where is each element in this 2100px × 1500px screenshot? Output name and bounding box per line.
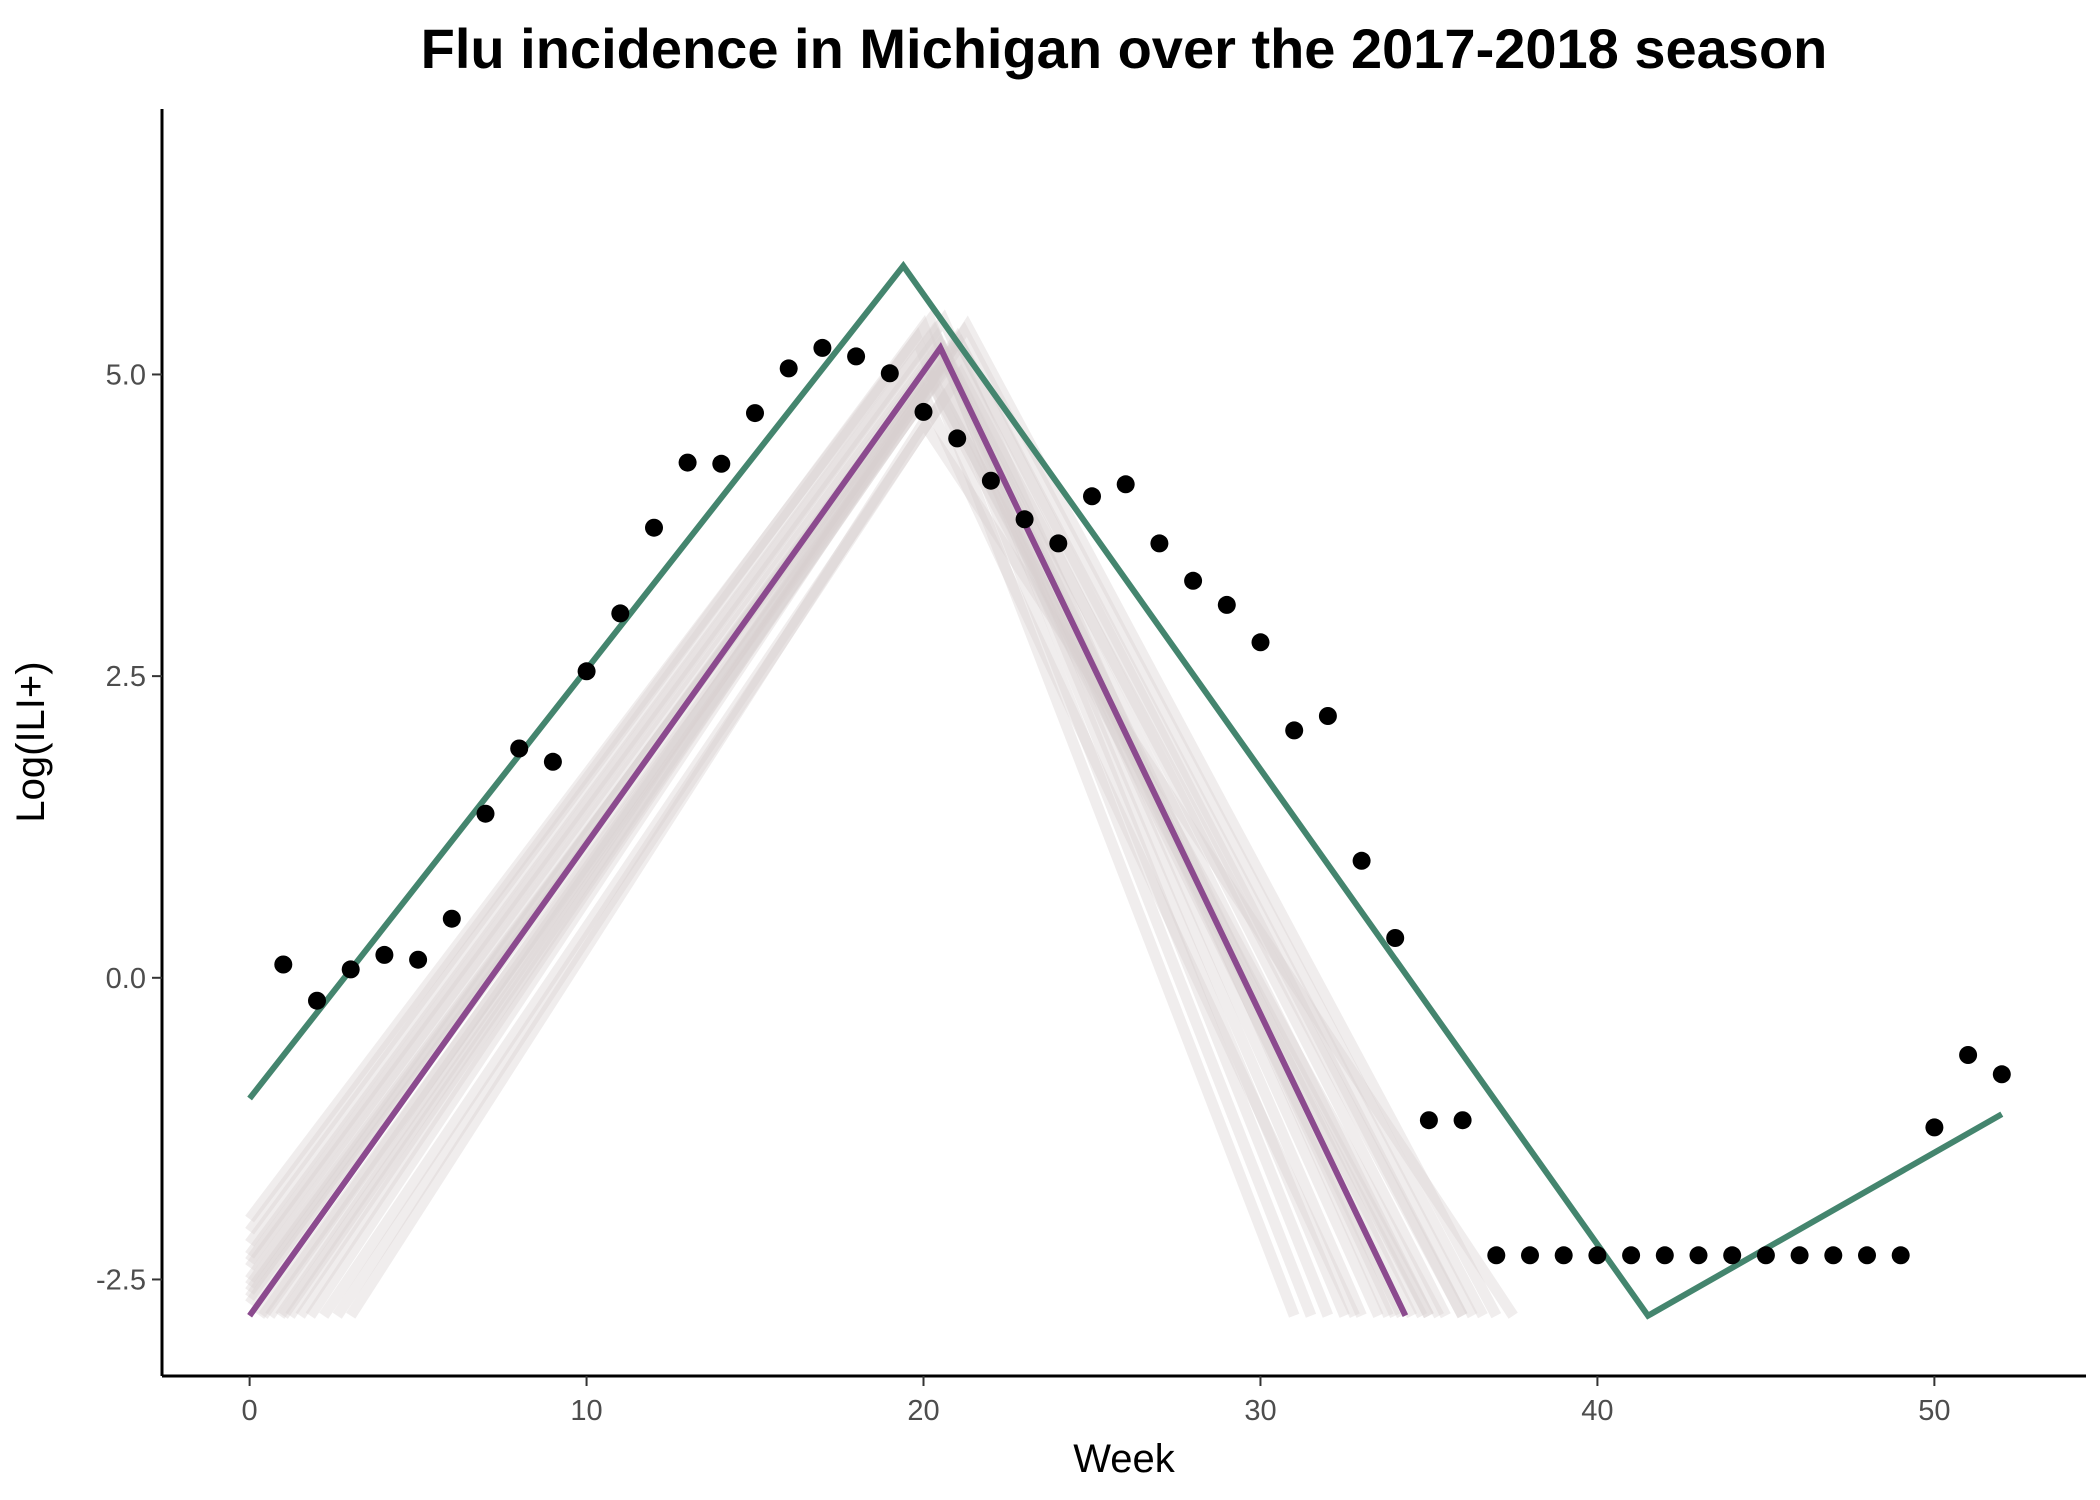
x-tick-label: 30 <box>1244 1395 1276 1427</box>
observed-point <box>914 402 933 421</box>
posterior-draw-line <box>319 363 1468 1319</box>
x-axis-title: Week <box>1073 1437 1176 1481</box>
posterior-draw-line <box>245 327 1367 1318</box>
observed-point <box>1083 487 1101 506</box>
observed-point <box>1554 1246 1573 1265</box>
x-tick-label: 40 <box>1581 1395 1613 1427</box>
observed-point <box>1285 721 1304 740</box>
observed-point <box>1959 1046 1978 1064</box>
observed-point <box>813 338 832 357</box>
observed-point <box>981 471 1000 490</box>
observed-point <box>746 404 764 423</box>
observed-point <box>409 950 428 969</box>
observed-point <box>1790 1246 1809 1265</box>
observed-point <box>442 909 461 928</box>
observed-point <box>1352 851 1371 870</box>
x-ticks: 0 10 20 30 40 50 <box>242 1376 1951 1427</box>
posterior-draw-line <box>245 314 1317 1318</box>
observed-point <box>1858 1246 1876 1265</box>
observed-point <box>1521 1246 1539 1265</box>
x-tick-label: 20 <box>907 1395 939 1427</box>
observed-point <box>712 454 731 473</box>
y-tick-label: 2.5 <box>106 661 146 693</box>
observed-point <box>1251 633 1270 652</box>
observed-point <box>543 752 562 771</box>
posterior-draw-line <box>278 363 1407 1319</box>
observed-point <box>1453 1111 1472 1130</box>
observed-point <box>577 662 596 681</box>
observed-point <box>308 991 326 1010</box>
observed-point <box>1015 510 1034 529</box>
posterior-draws <box>245 308 1518 1319</box>
observed-point <box>611 604 630 623</box>
observed-point <box>1150 534 1169 553</box>
observed-point <box>678 453 697 472</box>
observed-point <box>375 945 394 964</box>
observed-point <box>341 960 360 979</box>
observed-point <box>510 739 529 758</box>
posterior-draw-line <box>332 387 1434 1319</box>
observed-point <box>1217 595 1236 614</box>
observed-point <box>1318 707 1337 725</box>
posterior-draw-line <box>346 412 1518 1319</box>
y-tick-label: -2.5 <box>96 1264 146 1296</box>
observed-point <box>779 359 798 378</box>
observed-point <box>1891 1246 1910 1265</box>
x-tick-label: 10 <box>570 1395 602 1427</box>
chart-title: Flu incidence in Michigan over the 2017-… <box>421 17 1828 80</box>
observed-point <box>476 804 495 823</box>
y-ticks: -2.5 0.0 2.5 5.0 <box>96 359 162 1296</box>
observed-point <box>847 347 866 366</box>
observed-point <box>1049 534 1068 553</box>
observed-point <box>1824 1246 1843 1265</box>
posterior-draw-line <box>245 321 1350 1318</box>
observed-point <box>274 955 293 974</box>
y-axis-title: Log(ILI+) <box>9 661 53 822</box>
fit-line-green <box>247 260 2004 1320</box>
y-tick-label: 0.0 <box>106 963 146 995</box>
observed-point <box>1925 1118 1944 1137</box>
fit-line-purple <box>247 342 1409 1318</box>
posterior-draw-line <box>305 315 1502 1319</box>
posterior-draw-line <box>265 339 1451 1319</box>
observed-point <box>1655 1246 1674 1265</box>
observed-point <box>1622 1246 1641 1265</box>
observed-point <box>1116 475 1135 494</box>
y-tick-label: 5.0 <box>106 359 146 391</box>
observed-point <box>1588 1246 1607 1265</box>
posterior-draw-line <box>245 308 1334 1318</box>
x-tick-label: 0 <box>242 1395 258 1427</box>
observed-point <box>1184 571 1203 590</box>
observed-point <box>1487 1246 1506 1265</box>
observed-point <box>1723 1246 1742 1265</box>
x-tick-label: 50 <box>1918 1395 1950 1427</box>
observed-point <box>880 364 899 383</box>
fit-lines <box>247 260 2004 1320</box>
observed-point <box>948 429 967 448</box>
observed-point <box>645 518 663 537</box>
posterior-draw-line <box>295 321 1488 1319</box>
observed-point <box>1386 929 1405 947</box>
observed-point <box>1689 1246 1708 1265</box>
observed-point <box>1992 1065 2011 1084</box>
observed-point <box>1419 1111 1438 1130</box>
posterior-draw-line <box>245 375 1360 1319</box>
posterior-draw-line <box>245 327 1300 1318</box>
observed-point <box>1756 1246 1775 1265</box>
observed-points <box>274 338 2011 1265</box>
